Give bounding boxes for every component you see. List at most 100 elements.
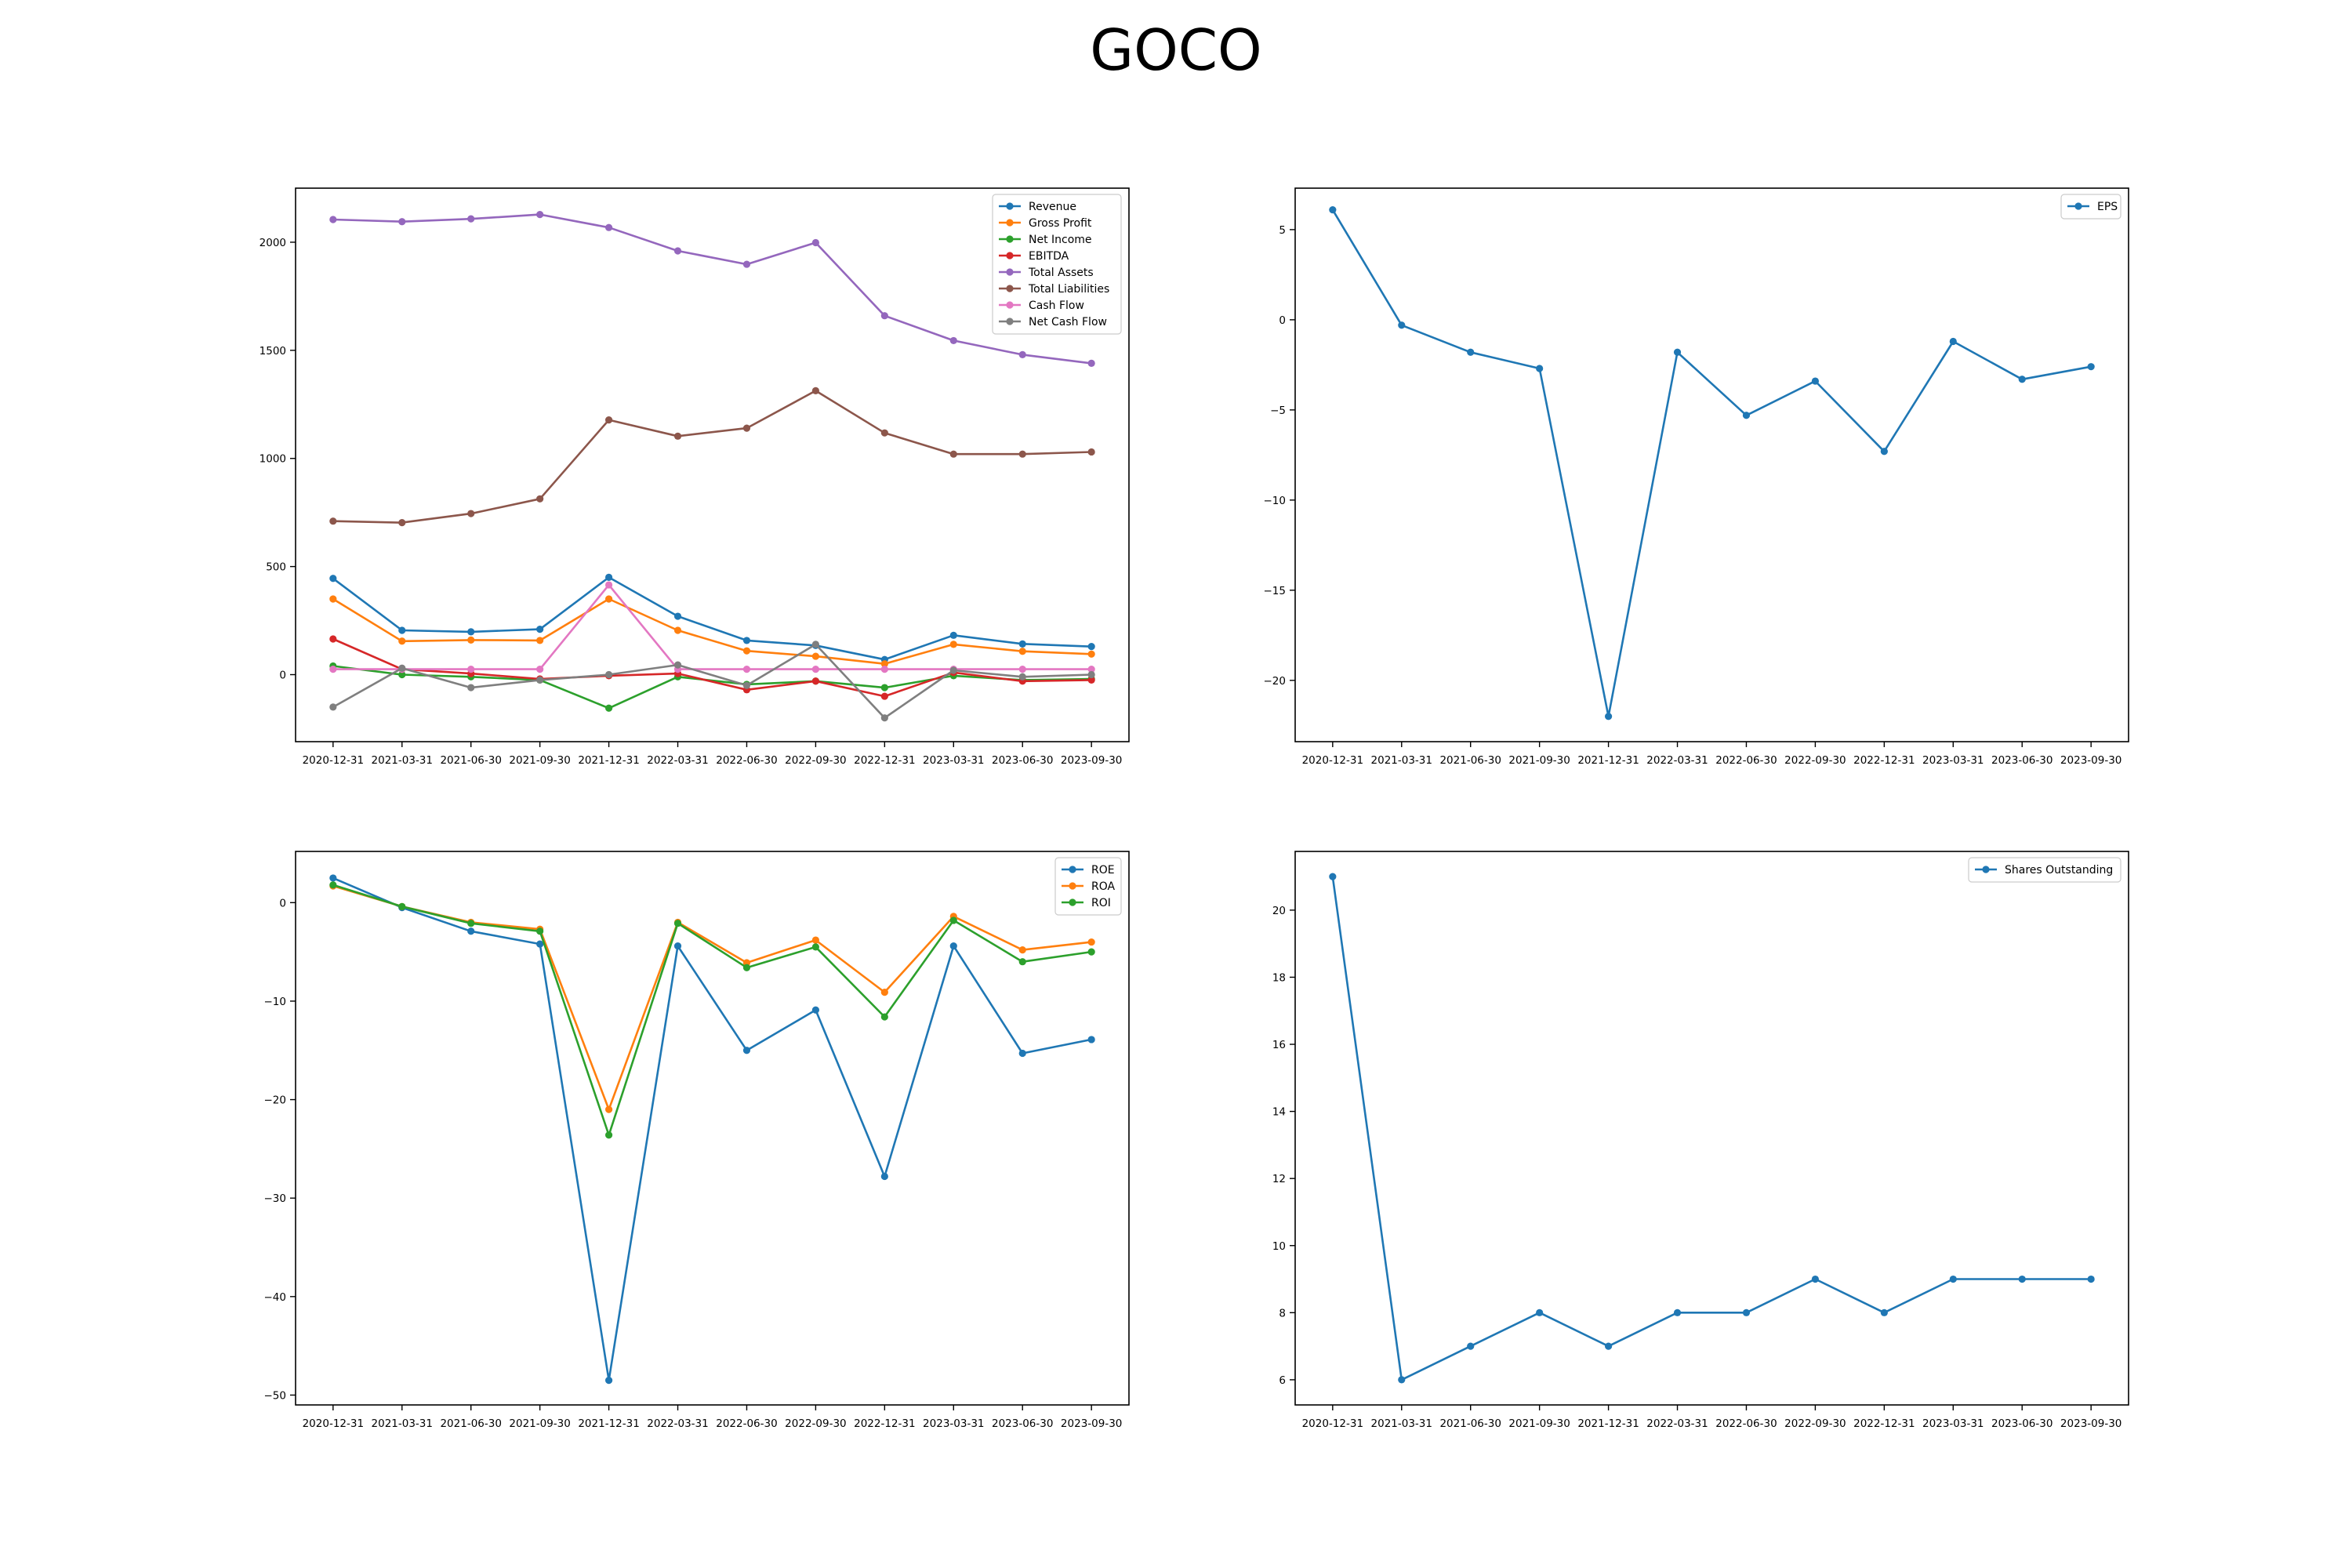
x-tick-label: 2020-12-31 [1302,754,1363,767]
y-tick-label: −30 [264,1192,287,1205]
data-point [1467,1342,1475,1350]
data-point [536,625,544,633]
data-point [1398,1376,1406,1384]
x-tick-label: 2022-12-31 [854,754,915,767]
legend-swatch-marker [1006,252,1014,260]
legend-label: EBITDA [1029,250,1069,263]
series-line [332,643,1092,720]
data-point [949,942,957,950]
data-point [673,247,682,255]
x-tick-label: 2021-12-31 [578,1417,639,1430]
x-tick-label: 2023-03-31 [923,1417,984,1430]
legend-swatch-marker [1006,318,1014,325]
x-tick-label: 2023-03-31 [1922,754,1984,767]
data-point [1087,650,1095,658]
x-tick-label: 2021-03-31 [372,1417,433,1430]
legend-label: Shares Outstanding [2005,864,2113,877]
x-tick-label: 2022-09-30 [785,1417,846,1430]
data-point [467,215,475,223]
data-point [880,660,888,668]
data-point [1949,1275,1957,1283]
x-tick-label: 2022-09-30 [785,754,846,767]
series-shares-outstanding [1329,873,2095,1384]
data-point [742,1047,751,1054]
x-tick-label: 2021-12-31 [1577,1417,1639,1430]
data-point [673,432,682,440]
data-point [673,626,682,634]
data-point [1673,348,1682,356]
data-point [1398,321,1406,329]
data-point [880,684,888,691]
y-tick-label: 5 [1279,224,1286,237]
x-tick-label: 2022-03-31 [647,754,708,767]
y-tick-label: −40 [264,1291,287,1304]
plot-frame [295,187,1130,742]
data-point [604,595,613,603]
data-point [949,631,957,639]
data-point [467,628,475,636]
chart-financials: 2020-12-31 2021-03-31 2021-06-30 2021-09-30… [260,187,1130,767]
legend-label: Total Liabilities [1028,283,1109,296]
y-tick-label: 0 [279,897,286,909]
chart-eps: 2020-12-31 2021-03-31 2021-06-30 2021-09-30… [1264,187,2129,767]
data-point [811,387,820,395]
legend-swatch-marker [1006,285,1014,292]
data-point [1811,377,1820,385]
data-point [329,666,337,673]
y-tick-label: 1500 [260,345,286,358]
data-point [742,260,751,268]
data-point [604,704,613,712]
legend-label: Total Assets [1028,267,1094,279]
data-point [604,1376,613,1385]
data-point [1329,205,1337,214]
x-tick-label: 2021-06-30 [440,754,501,767]
data-point [811,666,820,673]
data-point [2018,1275,2026,1283]
plot-frame [295,851,1130,1406]
data-point [811,943,820,951]
data-point [880,429,888,437]
data-point [811,936,820,944]
data-point [1880,1308,1888,1316]
x-tick-label: 2021-09-30 [509,1417,570,1430]
data-point [1604,713,1613,720]
data-point [398,902,406,910]
data-point [742,964,751,971]
x-tick-label: 2023-09-30 [2060,754,2122,767]
data-point [329,216,337,223]
series-line [1331,876,2092,1381]
legend-label: Cash Flow [1029,299,1084,312]
x-tick-label: 2021-12-31 [1577,754,1639,767]
data-point [1811,1275,1820,1283]
data-point [811,1006,820,1014]
page-title: GOCO [1090,17,1262,83]
data-point [1018,958,1026,966]
data-point [673,612,682,620]
data-point [604,416,613,424]
data-point [880,666,888,673]
x-tick-label: 2020-12-31 [303,1417,364,1430]
data-point [398,218,406,226]
data-point [742,681,751,689]
x-tick-label: 2023-06-30 [1991,754,2053,767]
data-point [536,495,544,503]
x-tick-label: 2021-09-30 [1508,1417,1570,1430]
data-point [1087,676,1095,684]
data-point [604,1105,613,1113]
series-eps [1329,205,2095,720]
data-point [467,510,475,517]
x-tick-label: 2021-03-31 [372,754,433,767]
x-tick-label: 2020-12-31 [1302,1417,1363,1430]
series-line [332,597,1092,666]
data-point [1880,448,1888,456]
data-point [673,920,682,927]
x-tick-label: 2021-09-30 [509,754,570,767]
data-point [467,920,475,927]
y-tick-label: −20 [1264,675,1287,688]
x-tick-label: 2023-06-30 [1991,1417,2053,1430]
legend: ROE ROA ROI [1054,857,1122,916]
data-point [1087,448,1095,456]
data-point [1018,350,1026,358]
data-point [949,336,957,345]
data-point [742,647,751,655]
